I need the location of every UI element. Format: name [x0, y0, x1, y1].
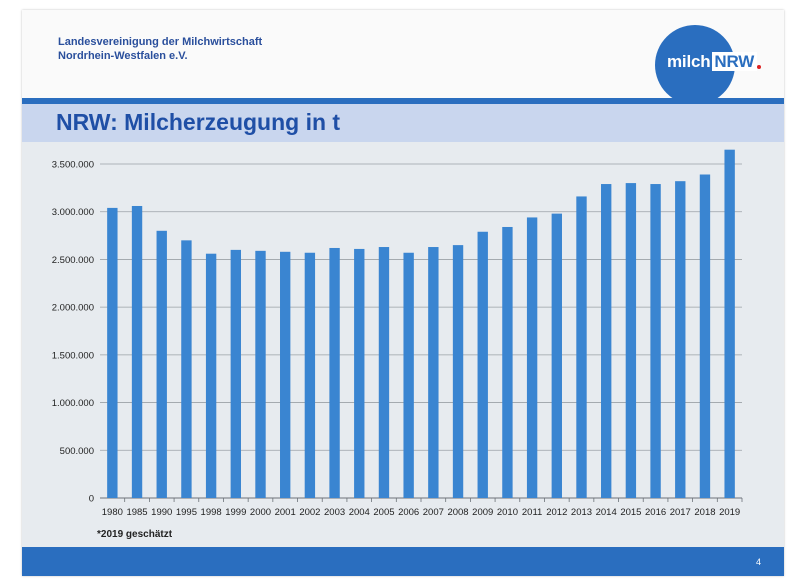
title-accent-line [22, 98, 784, 104]
bar [428, 247, 439, 498]
x-tick-label: 1990 [151, 507, 172, 518]
x-tick-label: 2003 [324, 507, 345, 518]
x-tick-label: 2004 [349, 507, 370, 518]
logo-dot [757, 65, 761, 69]
x-tick-label: 2017 [670, 507, 691, 518]
bar [576, 196, 587, 498]
x-tick-label: 2006 [398, 507, 419, 518]
y-tick-label: 1.000.000 [52, 398, 94, 409]
y-tick-label: 3.000.000 [52, 207, 94, 218]
bar [354, 248, 365, 498]
footer-bar [22, 547, 784, 576]
logo-text: milch NRW [667, 52, 758, 72]
bar-chart: 0 500.000 1.000.000 1.500.000 2.000.000 2.500… [52, 149, 743, 518]
x-tick-label: 1998 [201, 507, 222, 518]
y-tick-label: 1.500.000 [52, 350, 94, 361]
y-tick-label: 2.000.000 [52, 303, 94, 314]
x-tick-label: 1995 [176, 507, 197, 518]
organization-name: Landesvereinigung der Milchwirtschaft No… [58, 35, 262, 63]
bar [551, 213, 562, 498]
chart-area: 0 500.000 1.000.000 1.500.000 2.000.000 2.500… [22, 142, 784, 547]
bar [452, 245, 464, 498]
x-tick-label: 1999 [225, 507, 246, 518]
x-tick-label: 2002 [299, 507, 320, 518]
bar [601, 184, 612, 498]
y-tick-label: 3.500.000 [52, 160, 94, 171]
slide: Landesvereinigung der Milchwirtschaft No… [22, 10, 784, 576]
x-tick-label: 2000 [250, 507, 271, 518]
x-tick-label: 2007 [423, 507, 444, 518]
x-tick-label: 2018 [694, 507, 715, 518]
x-tick-label: 2011 [522, 507, 542, 518]
y-tick-label: 2.500.000 [52, 255, 94, 266]
bar [181, 240, 192, 498]
bar [477, 231, 488, 499]
footnote: *2019 geschätzt [97, 529, 173, 540]
bar [699, 174, 711, 499]
bar [378, 247, 390, 498]
x-tick-label: 2012 [546, 507, 567, 518]
bar [526, 217, 538, 498]
bar [403, 252, 414, 498]
organization-line-2: Nordrhein-Westfalen e.V. [58, 50, 188, 62]
x-tick-label: 2001 [275, 507, 296, 518]
x-tick-label: 2014 [596, 507, 617, 518]
x-tick-label: 2016 [645, 507, 666, 518]
bar [502, 226, 513, 498]
x-tick-label: 2008 [447, 507, 468, 518]
x-tick-label: 2005 [373, 507, 394, 518]
x-tick-label: 2019 [719, 507, 740, 518]
bar [650, 184, 661, 498]
x-tick-label: 2013 [571, 507, 592, 518]
bar [675, 181, 686, 499]
bar [255, 250, 266, 498]
bar [280, 251, 291, 498]
bar [230, 249, 241, 498]
x-tick-label: 2010 [497, 507, 518, 518]
bar [625, 183, 637, 499]
x-tick-label: 2009 [472, 507, 493, 518]
bar [329, 247, 340, 498]
x-tick-label: 1980 [102, 507, 123, 518]
bar [156, 230, 167, 499]
title-band [22, 104, 784, 142]
logo-milch: milch [667, 52, 711, 71]
bar [304, 252, 316, 498]
bar [131, 205, 143, 498]
x-tick-label: 2015 [620, 507, 641, 518]
page-number: 4 [756, 557, 762, 567]
x-tick-label: 1985 [126, 507, 147, 518]
bar [724, 149, 735, 498]
page-title: NRW: Milcherzeugung in t [56, 109, 341, 135]
y-tick-label: 500.000 [60, 446, 94, 457]
y-tick-label: 0 [89, 494, 94, 505]
organization-line-1: Landesvereinigung der Milchwirtschaft [58, 36, 263, 48]
bar [107, 207, 118, 498]
logo-nrw: NRW [712, 52, 758, 71]
bar [205, 253, 217, 498]
